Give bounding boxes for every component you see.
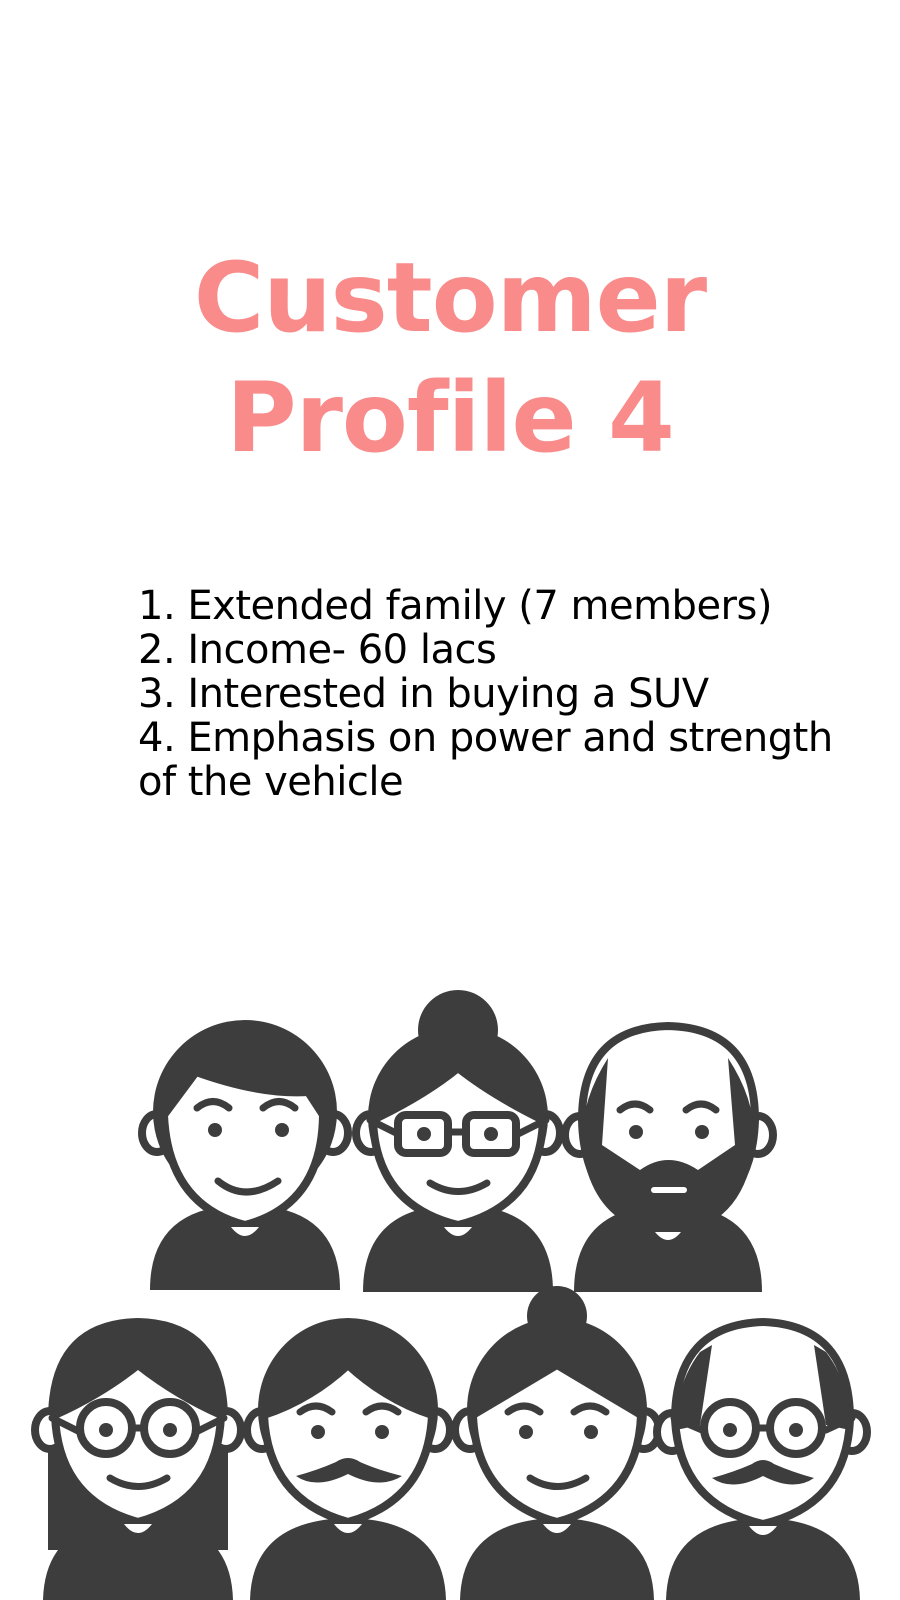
page-title-line-1: Customer (193, 242, 707, 354)
page-title: Customer Profile 4 (0, 238, 900, 478)
young-woman-icon (451, 1286, 663, 1600)
mustache-man-icon (243, 1318, 454, 1600)
list-item: 1. Extended family (7 members) (138, 583, 772, 629)
girl-with-glasses-icon (31, 1318, 245, 1600)
grandmother-icon (352, 990, 564, 1292)
family-group-icon: .dk { fill: #3d3d3d; } .fc { fill: #ffff… (31, 990, 871, 1600)
list-item: 2. Income- 60 lacs (138, 627, 497, 673)
page-title-line-2: Profile 4 (226, 362, 675, 474)
profile-attribute-list: 1. Extended family (7 members) 2. Income… (138, 584, 838, 804)
young-man-icon (138, 1020, 352, 1290)
bearded-man-icon (561, 1021, 777, 1292)
grandfather-icon (653, 1317, 871, 1600)
list-item: 4. Emphasis on power and strength of the… (138, 715, 833, 805)
list-item: 3. Interested in buying a SUV (138, 671, 709, 717)
